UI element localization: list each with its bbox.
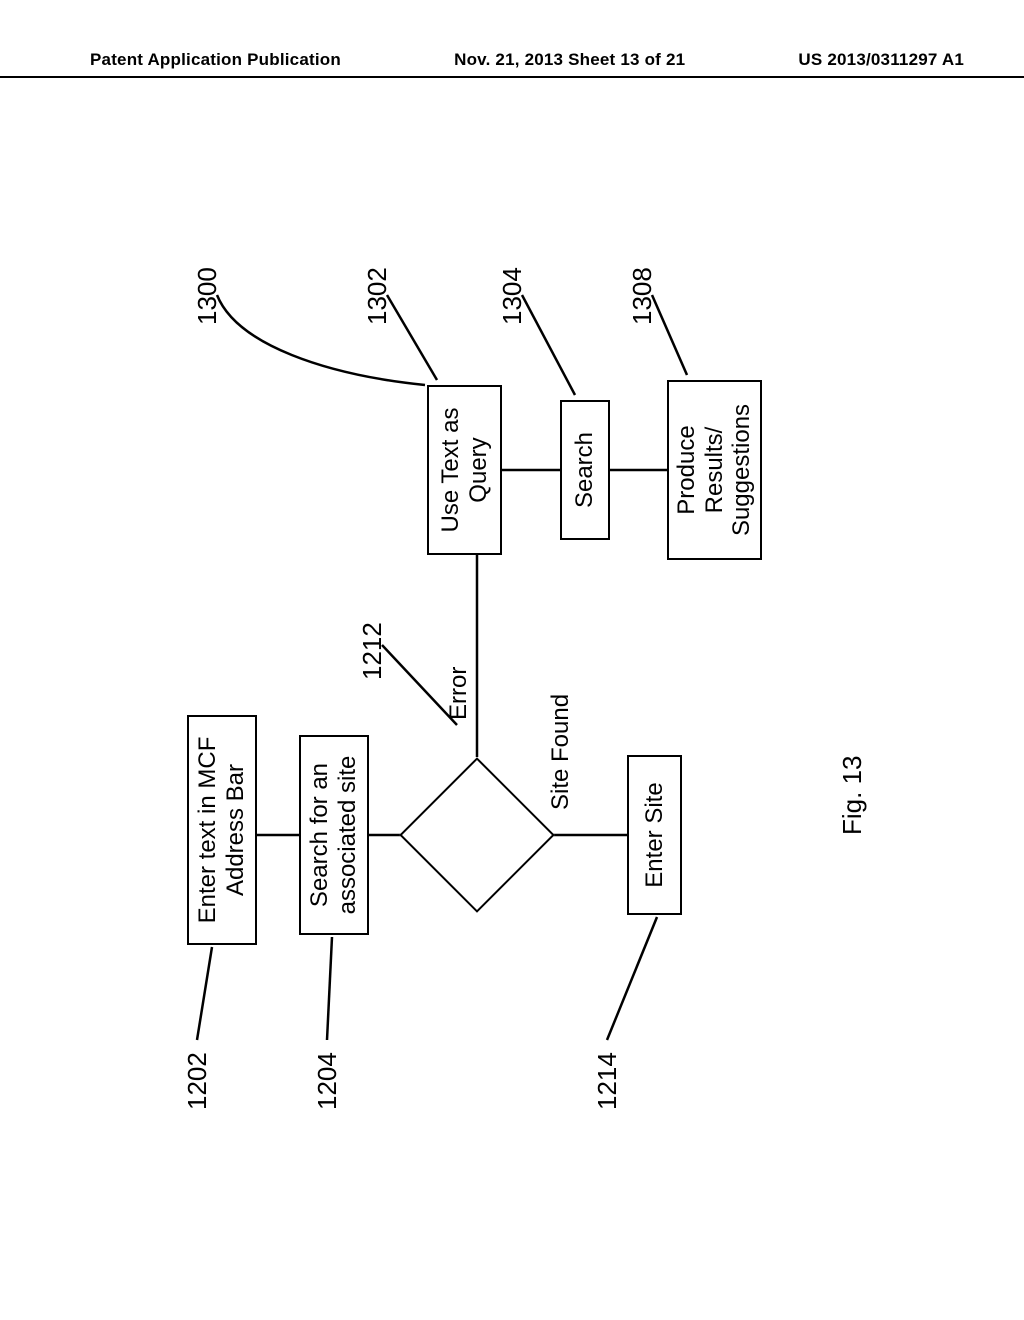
node-produce-results: ProduceResults/Suggestions bbox=[667, 380, 762, 560]
ref-1202: 1202 bbox=[182, 1052, 213, 1110]
ref-1304: 1304 bbox=[497, 267, 528, 325]
ref-1204: 1204 bbox=[312, 1052, 343, 1110]
node-use-text-query: Use Text asQuery bbox=[427, 385, 502, 555]
ref-1302: 1302 bbox=[362, 267, 393, 325]
figure-caption: Fig. 13 bbox=[837, 756, 868, 836]
node-enter-site: Enter Site bbox=[627, 755, 682, 915]
node-search: Search bbox=[560, 400, 610, 540]
leader bbox=[327, 937, 332, 1040]
ref-1300: 1300 bbox=[192, 267, 223, 325]
header-center: Nov. 21, 2013 Sheet 13 of 21 bbox=[454, 50, 685, 70]
leader bbox=[387, 295, 437, 380]
ref-1214: 1214 bbox=[592, 1052, 623, 1110]
leader bbox=[522, 295, 575, 395]
page-header: Patent Application Publication Nov. 21, … bbox=[0, 50, 1024, 78]
header-right: US 2013/0311297 A1 bbox=[798, 50, 964, 70]
leader bbox=[607, 917, 657, 1040]
flowchart: Enter text in MCFAddress Bar Search for … bbox=[127, 165, 897, 1115]
leader bbox=[197, 947, 212, 1040]
edge-label-sitefound: Site Found bbox=[547, 694, 575, 810]
header-left: Patent Application Publication bbox=[90, 50, 341, 70]
ref-1308: 1308 bbox=[627, 267, 658, 325]
ref-1212: 1212 bbox=[357, 622, 388, 680]
node-search-site: Search for anassociated site bbox=[299, 735, 369, 935]
node-enter-text: Enter text in MCFAddress Bar bbox=[187, 715, 257, 945]
edge-label-error: Error bbox=[445, 667, 473, 720]
